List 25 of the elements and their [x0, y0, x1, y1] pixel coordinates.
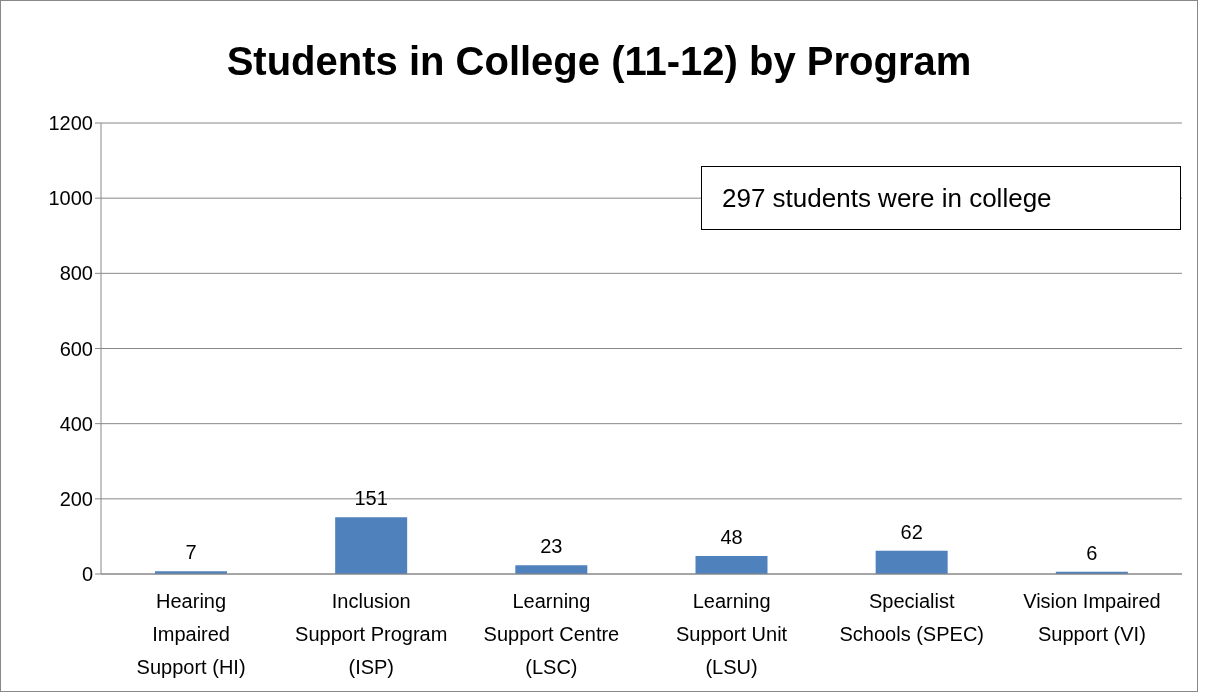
x-tick-label: Learning Support Centre (LSC) [483, 590, 620, 678]
y-tick-label: 0 [81, 563, 93, 586]
x-tick-label: Specialist Schools (SPEC) [839, 590, 984, 645]
x-tick-label: Vision Impaired Support (VI) [1023, 590, 1161, 645]
bar [515, 565, 588, 574]
y-tick-label: 600 [59, 337, 93, 360]
x-tick-label: Hearing Impaired Support (HI) [136, 590, 246, 678]
y-tick-label: 800 [59, 262, 93, 285]
y-tick-label: 1000 [48, 187, 93, 210]
bar [695, 555, 768, 574]
bar [875, 550, 948, 574]
x-tick-label: Learning Support Unit (LSU) [676, 590, 788, 678]
data-label: 23 [540, 535, 563, 558]
data-label: 7 [185, 541, 197, 564]
y-tick-label: 1200 [48, 112, 93, 135]
bar [335, 517, 408, 574]
chart-title: Students in College (11-12) by Program [225, 39, 973, 84]
y-tick-label: 400 [59, 412, 93, 435]
data-label: 48 [720, 525, 743, 548]
data-label: 6 [1086, 541, 1098, 564]
y-tick-label: 200 [59, 487, 93, 510]
data-label: 62 [900, 520, 923, 543]
x-tick-label: Inclusion Support Program (ISP) [295, 590, 448, 678]
callout-box: 297 students were in college [701, 166, 1181, 230]
data-label: 151 [354, 487, 388, 510]
